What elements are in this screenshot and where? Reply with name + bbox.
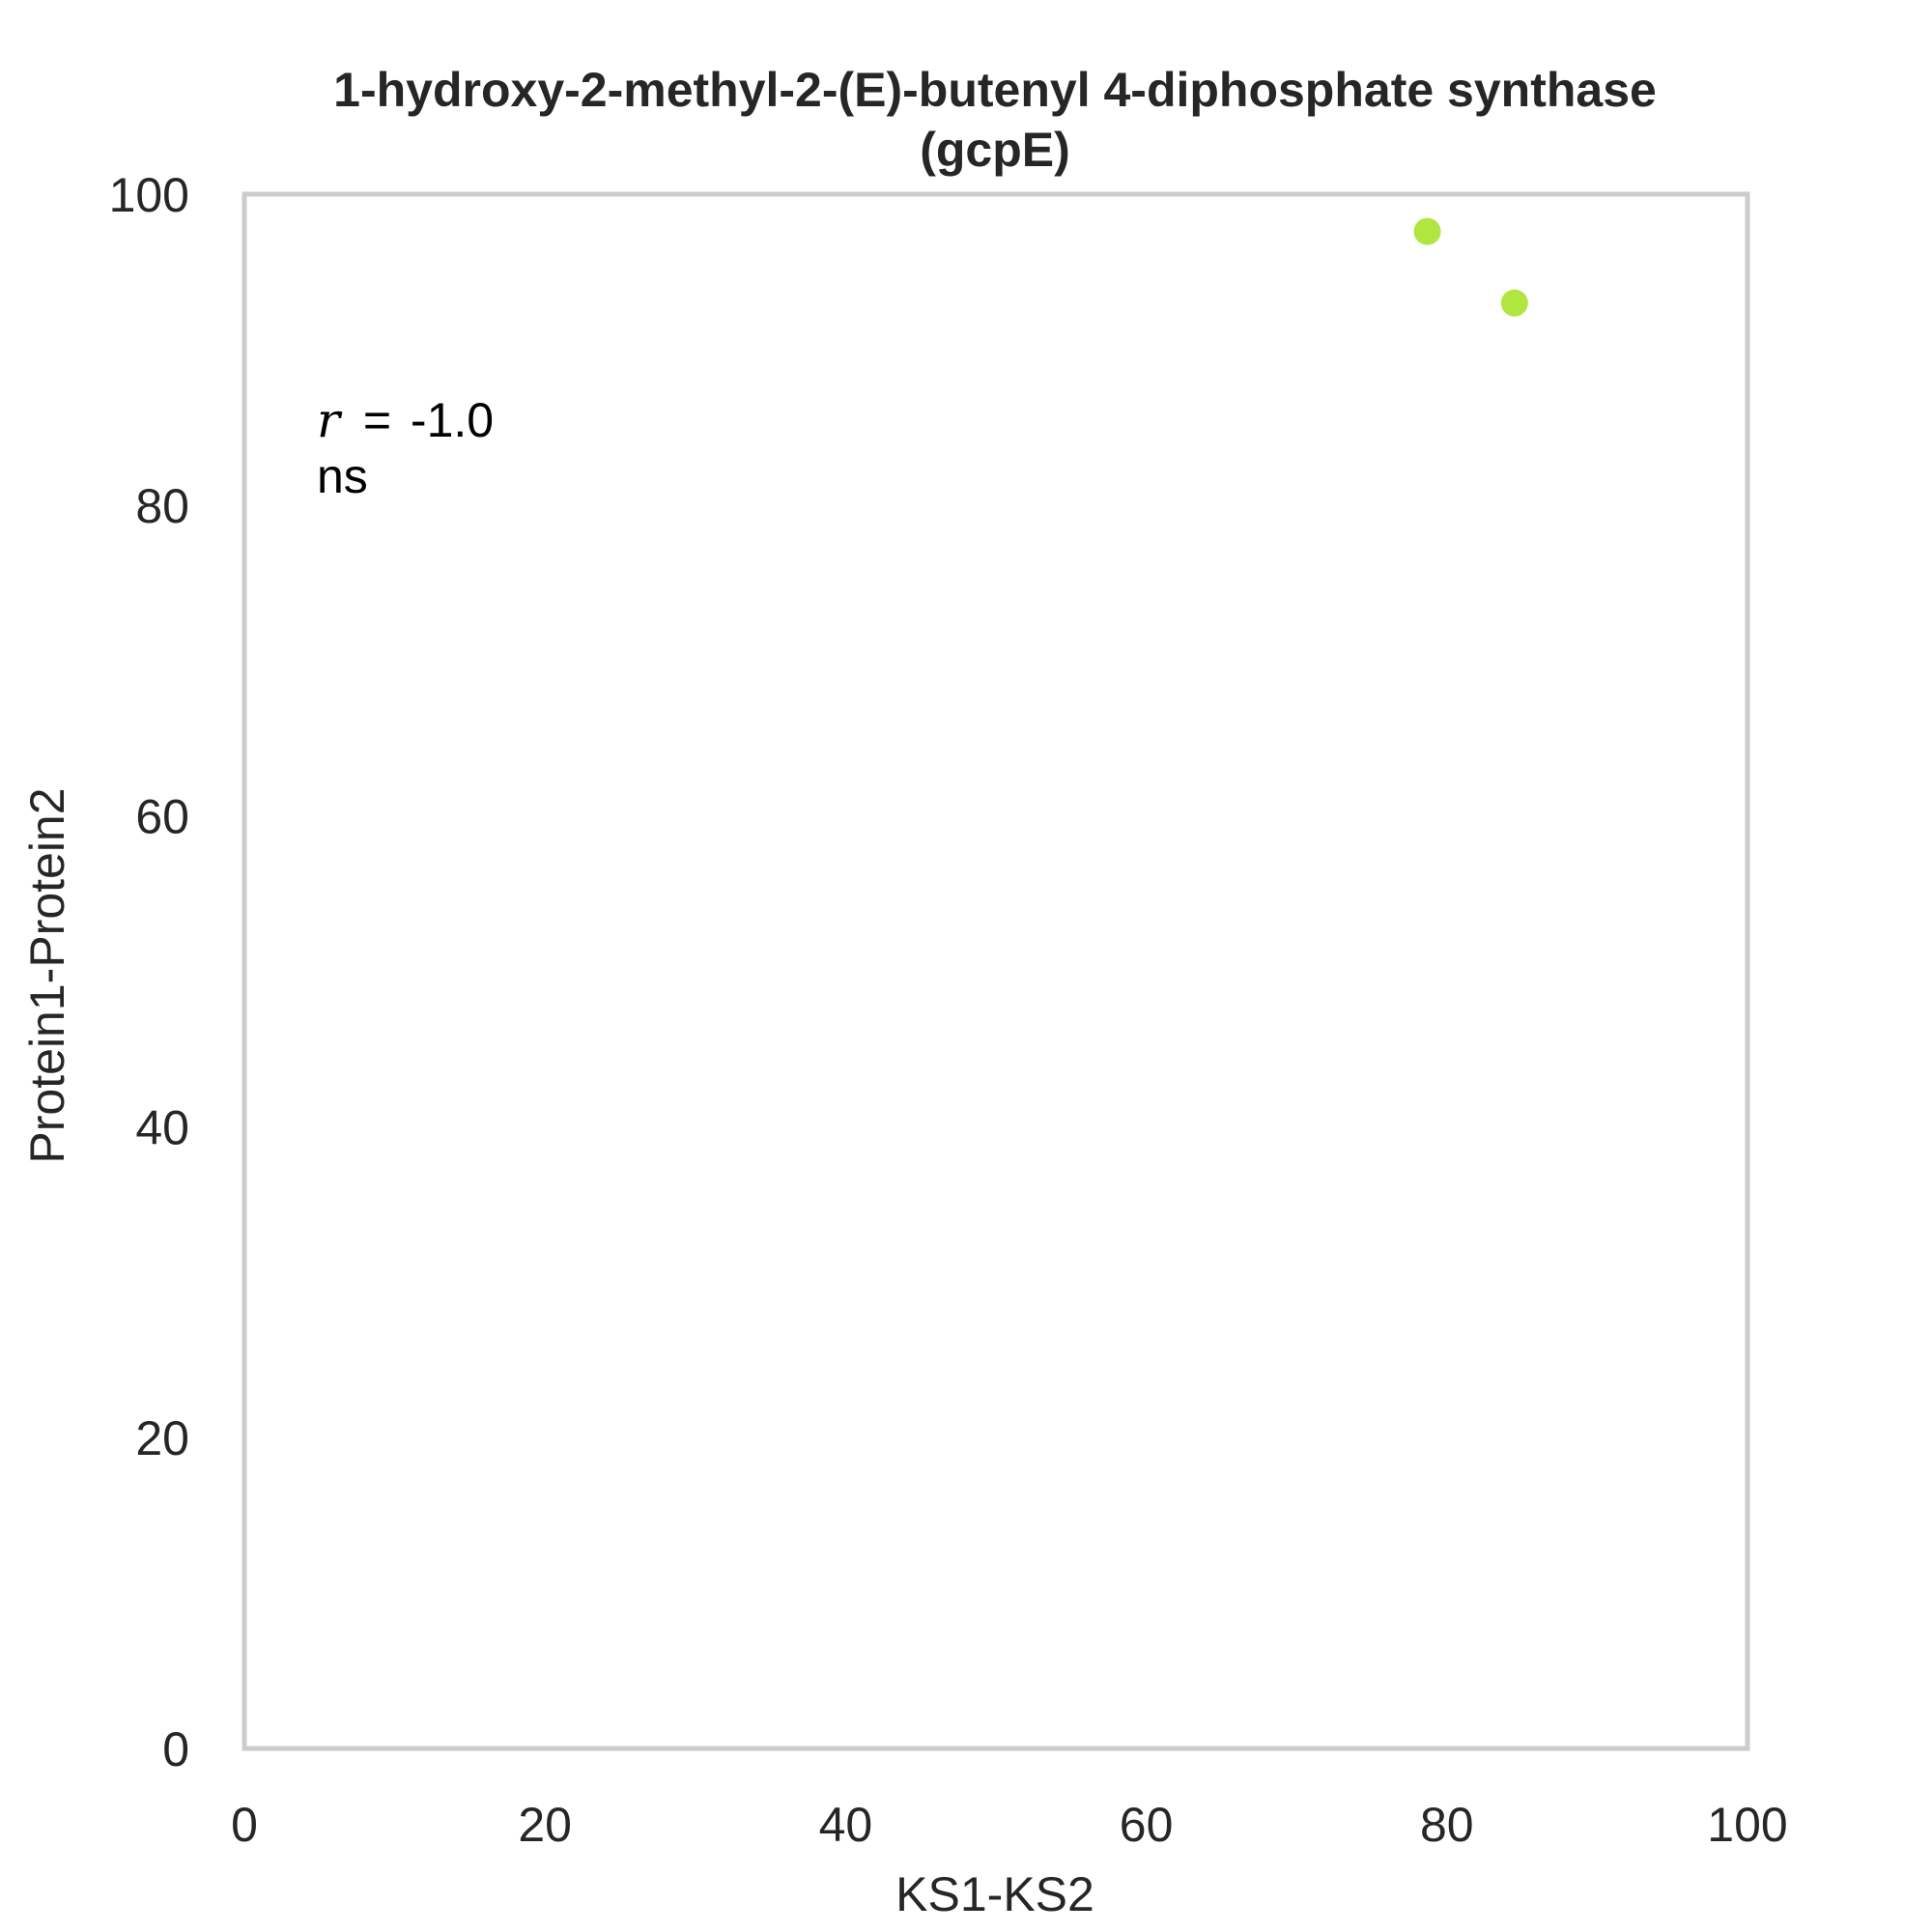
correlation-r-text: r = -1.0	[317, 392, 494, 448]
data-point	[1413, 217, 1441, 245]
plot-frame	[242, 191, 1750, 1751]
y-tick-label: 40	[135, 1100, 189, 1154]
x-tick-label: 100	[1707, 1798, 1787, 1852]
y-tick-label: 100	[109, 168, 189, 222]
scatter-points	[1413, 217, 1528, 317]
x-tick-label: 60	[1120, 1798, 1174, 1852]
equals-symbol: =	[363, 393, 391, 447]
correlation-annotation: r = -1.0 ns	[317, 392, 494, 503]
y-axis-label: Protein1-Protein2	[20, 787, 74, 1163]
x-tick-label: 40	[819, 1798, 873, 1852]
x-tick-label: 20	[518, 1798, 572, 1852]
chart-title-line-1: 1-hydroxy-2-methyl-2-(E)-butenyl 4-dipho…	[333, 63, 1657, 117]
x-tick-label: 80	[1420, 1798, 1474, 1852]
y-tick-label: 60	[135, 790, 189, 844]
y-tick-label: 0	[162, 1722, 189, 1776]
y-tick-label: 80	[135, 479, 189, 533]
x-tick-labels: 0 20 40 60 80 100	[231, 1798, 1788, 1852]
y-tick-labels: 0 20 40 60 80 100	[109, 168, 189, 1776]
x-axis-label: KS1-KS2	[895, 1867, 1094, 1921]
y-tick-label: 20	[135, 1411, 189, 1465]
r-symbol: r	[317, 392, 343, 448]
data-point	[1500, 289, 1528, 317]
r-value: -1.0	[411, 393, 494, 447]
significance-label: ns	[317, 449, 368, 503]
chart-title-line-2: (gcpE)	[920, 123, 1070, 177]
x-tick-label: 0	[231, 1798, 258, 1852]
